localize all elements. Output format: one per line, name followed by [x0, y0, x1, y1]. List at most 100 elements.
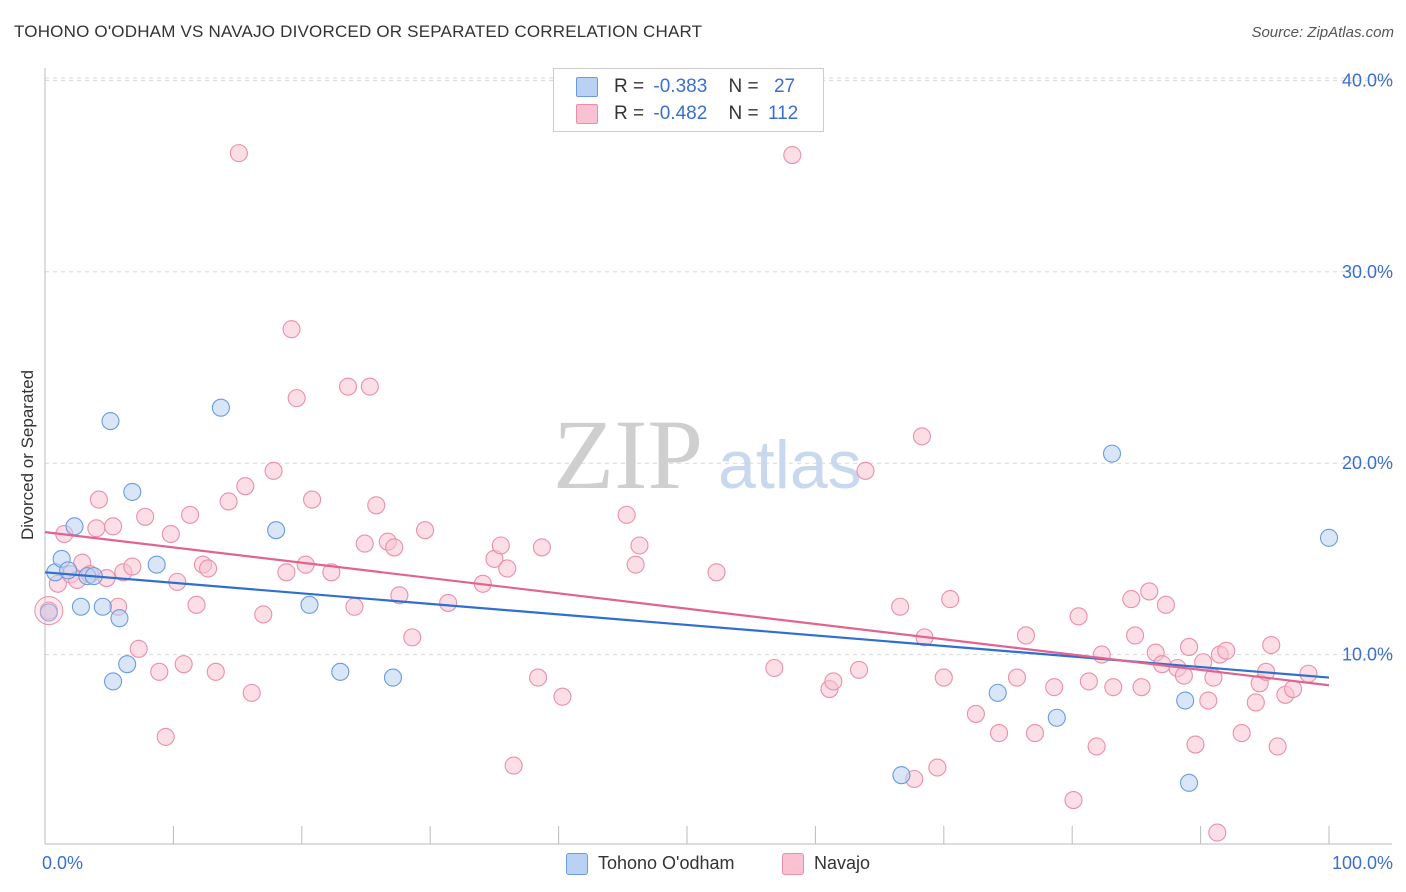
navajo-point — [390, 586, 409, 605]
navajo-point — [174, 655, 193, 674]
navajo-point — [1069, 607, 1088, 626]
navajo-point — [1246, 693, 1265, 712]
tohono-swatch — [566, 853, 588, 875]
tohono-point — [892, 766, 911, 785]
navajo-point — [338, 377, 358, 396]
navajo-point — [1126, 626, 1145, 645]
navajo-point — [360, 377, 379, 396]
navajo-swatch — [576, 104, 598, 124]
navajo-point — [928, 758, 947, 777]
n-value: 112 — [767, 103, 799, 124]
navajo-point — [161, 524, 180, 544]
navajo-point — [498, 559, 517, 578]
navajo-point — [385, 538, 404, 557]
r-value: -0.482 — [653, 103, 708, 124]
navajo-point — [912, 427, 932, 446]
y-tick-label: 40.0% — [1342, 70, 1393, 90]
navajo-point — [199, 559, 218, 578]
navajo-point — [264, 461, 283, 480]
navajo-point — [1087, 737, 1106, 756]
navajo-point — [439, 593, 458, 612]
navajo-point — [941, 590, 960, 609]
tohono-point — [71, 597, 91, 616]
tohono-point — [147, 555, 166, 574]
tohono-point — [383, 668, 403, 687]
navajo-point — [1064, 791, 1083, 810]
data-points — [34, 144, 1339, 842]
navajo-point — [765, 658, 784, 678]
navajo-point — [1092, 645, 1111, 664]
navajo-point — [416, 521, 435, 540]
navajo-point — [1186, 735, 1205, 754]
navajo-point — [242, 683, 261, 702]
tohono-point — [1176, 691, 1195, 710]
tohono-point — [331, 662, 350, 681]
navajo-point — [856, 461, 875, 480]
navajo-point — [219, 492, 238, 511]
tohono-point — [110, 609, 129, 628]
tohono-point — [93, 597, 112, 616]
tohono-point — [118, 655, 137, 674]
r-label: R = — [614, 103, 645, 124]
axes — [44, 68, 1392, 845]
chart-title: TOHONO O'ODHAM VS NAVAJO DIVORCED OR SEP… — [14, 22, 703, 41]
navajo-point — [89, 490, 108, 509]
navajo-point — [287, 389, 306, 408]
legend-label-navajo: Navajo — [814, 853, 871, 873]
navajo-point — [1199, 691, 1218, 710]
source-label: Source: ZipAtlas.com — [1251, 24, 1394, 41]
tohono-point — [1102, 444, 1122, 463]
r-value: -0.383 — [653, 76, 708, 97]
navajo-point — [104, 517, 123, 536]
navajo-point — [150, 662, 169, 681]
tohono-point — [1047, 708, 1066, 727]
legend-text-navajo: R = -0.482 N = 112 — [614, 103, 798, 125]
navajo-point — [1217, 641, 1236, 660]
y-tick-label: 10.0% — [1342, 645, 1393, 665]
x-tick-label: 0.0% — [42, 853, 83, 873]
navajo-point — [1262, 635, 1281, 655]
navajo-point — [617, 505, 636, 524]
navajo-point — [934, 668, 953, 687]
navajo-point — [156, 727, 175, 746]
navajo-point — [1283, 680, 1303, 699]
r-label: R = — [614, 76, 645, 97]
navajo-swatch — [782, 853, 804, 875]
navajo-point — [966, 704, 985, 723]
navajo-point — [1268, 737, 1287, 756]
navajo-point — [187, 595, 206, 614]
navajo-point — [1140, 582, 1159, 601]
navajo-point — [1299, 664, 1318, 683]
navajo-point — [1007, 668, 1027, 687]
navajo-point — [87, 519, 106, 538]
n-label: N = — [728, 76, 759, 97]
navajo-point — [1045, 678, 1064, 697]
tohono-point — [1179, 773, 1199, 792]
tohono-point — [988, 683, 1007, 702]
watermark-zip: ZIP — [553, 399, 703, 510]
correlation-legend: R = -0.383 N = 27 R = -0.482 N = 112 — [553, 68, 824, 132]
tohono-point — [101, 412, 120, 431]
navajo-point — [1132, 678, 1151, 697]
navajo-point — [553, 687, 572, 706]
navajo-point — [1016, 626, 1036, 645]
navajo-point — [529, 668, 548, 687]
navajo-point — [303, 490, 322, 509]
navajo-point — [123, 557, 142, 576]
legend-label-tohono: Tohono O'odham — [598, 853, 735, 873]
tohono-point — [211, 398, 230, 417]
tohono-point — [59, 561, 78, 580]
navajo-point — [1104, 678, 1123, 697]
navajo-point — [1079, 672, 1098, 691]
navajo-point — [229, 144, 248, 163]
legend-text-tohono: R = -0.383 N = 27 — [614, 76, 795, 98]
tohono-point — [1319, 528, 1339, 547]
tohono-point — [267, 521, 286, 540]
y-tick-label: 20.0% — [1342, 453, 1393, 473]
navajo-point — [707, 563, 726, 582]
navajo-point — [322, 563, 341, 582]
navajo-point — [989, 724, 1009, 743]
navajo-point-cluster — [34, 596, 64, 626]
tohono-point — [123, 482, 142, 501]
